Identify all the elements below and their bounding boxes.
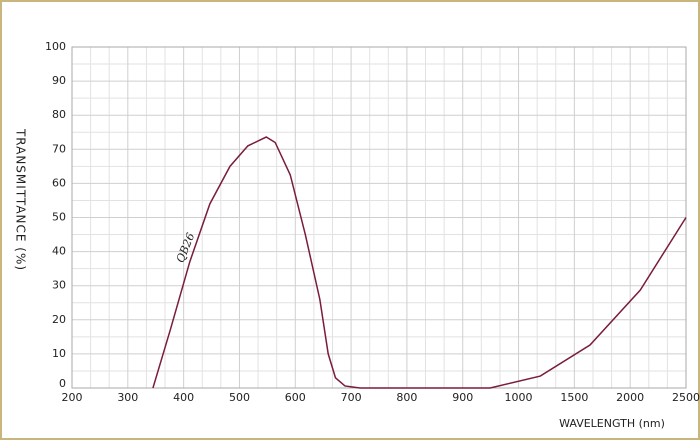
x-tick-label: 1500	[560, 391, 588, 404]
x-axis-title: WAVELENGTH (nm)	[559, 417, 665, 430]
y-tick-label: 20	[52, 313, 66, 326]
x-tick-label: 700	[341, 391, 362, 404]
y-axis-title: TRANSMITTANCE (%)	[14, 128, 28, 271]
x-tick-label: 2000	[616, 391, 644, 404]
y-tick-label: 0	[59, 377, 66, 390]
x-tick-label: 600	[285, 391, 306, 404]
x-tick-label: 900	[452, 391, 473, 404]
x-tick-label: 800	[396, 391, 417, 404]
x-tick-label: 400	[173, 391, 194, 404]
x-tick-label: 2500	[672, 391, 700, 404]
x-tick-label: 1000	[505, 391, 533, 404]
x-tick-label: 500	[229, 391, 250, 404]
y-tick-label: 90	[52, 74, 66, 87]
y-tick-label: 50	[52, 211, 66, 224]
x-tick-label: 200	[62, 391, 83, 404]
y-tick-label: 30	[52, 279, 66, 292]
y-tick-label: 10	[52, 347, 66, 360]
y-tick-label: 100	[45, 40, 66, 53]
x-tick-label: 300	[117, 391, 138, 404]
y-tick-label: 40	[52, 245, 66, 258]
y-tick-label: 60	[52, 176, 66, 189]
y-tick-label: 70	[52, 142, 66, 155]
curve	[152, 136, 687, 389]
y-tick-label: 80	[52, 108, 66, 121]
